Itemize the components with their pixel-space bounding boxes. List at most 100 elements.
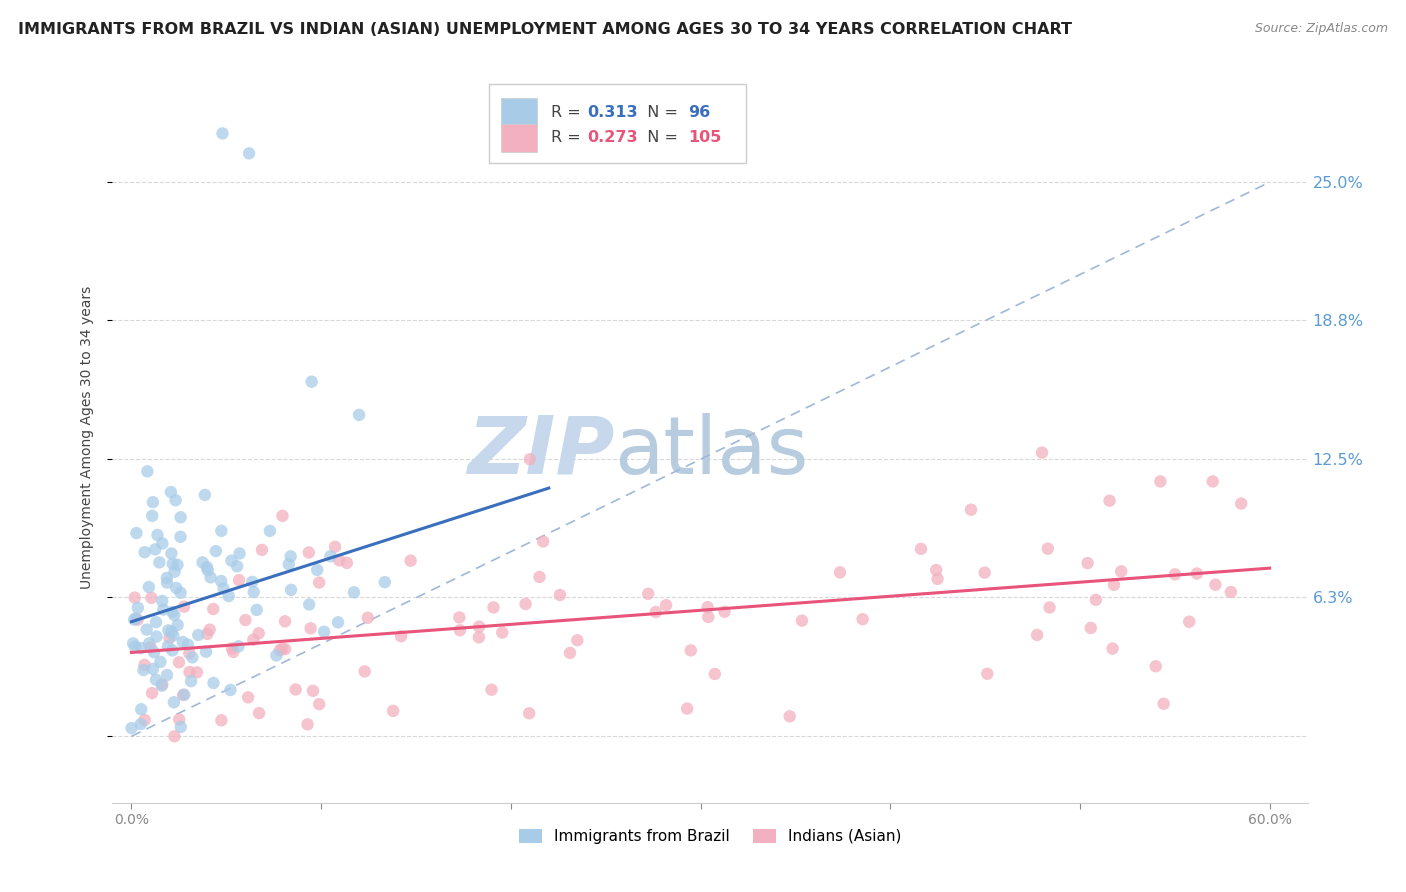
Point <box>160 624 183 639</box>
Point <box>242 632 264 647</box>
Point <box>148 556 170 570</box>
Point <box>1204 578 1226 592</box>
Point <box>558 646 581 660</box>
Point <box>150 536 173 550</box>
FancyBboxPatch shape <box>501 98 537 127</box>
Point <box>1031 445 1053 459</box>
Point <box>280 582 302 597</box>
Point <box>250 542 273 557</box>
Point <box>298 545 321 559</box>
Point <box>266 648 288 663</box>
Point <box>191 555 214 569</box>
Point <box>1109 565 1132 579</box>
Point <box>221 554 243 568</box>
Point <box>389 629 412 643</box>
Point <box>135 623 157 637</box>
Point <box>1084 592 1107 607</box>
Point <box>382 704 405 718</box>
Point <box>517 706 540 721</box>
Point <box>301 375 323 389</box>
Point <box>1039 600 1062 615</box>
Point <box>169 530 191 544</box>
Point <box>1144 659 1167 673</box>
Point <box>156 640 179 654</box>
Point <box>925 563 948 577</box>
Point <box>141 686 163 700</box>
Point <box>129 641 152 656</box>
Point <box>162 643 184 657</box>
Text: 0.313: 0.313 <box>586 105 637 120</box>
Point <box>125 526 148 541</box>
Point <box>274 615 297 629</box>
Point <box>149 655 172 669</box>
Point <box>195 645 218 659</box>
Point <box>157 631 180 645</box>
Point <box>328 553 350 567</box>
Point <box>927 572 949 586</box>
Point <box>468 630 491 644</box>
Point <box>308 575 330 590</box>
Point <box>195 627 218 641</box>
Point <box>1101 641 1123 656</box>
Point <box>195 560 218 574</box>
Point <box>169 510 191 524</box>
Point <box>482 600 505 615</box>
Point <box>238 146 260 161</box>
Point <box>139 640 162 655</box>
Text: ZIP: ZIP <box>467 413 614 491</box>
Point <box>211 127 233 141</box>
Point <box>134 545 156 559</box>
Point <box>449 624 471 638</box>
Point <box>165 581 187 595</box>
Point <box>468 620 491 634</box>
Point <box>125 611 148 625</box>
Point <box>1153 697 1175 711</box>
Point <box>180 674 202 689</box>
Point <box>357 611 380 625</box>
Point <box>163 565 186 579</box>
Point <box>323 540 346 554</box>
Point <box>209 714 232 728</box>
FancyBboxPatch shape <box>489 84 747 163</box>
Point <box>156 571 179 585</box>
Point <box>637 587 659 601</box>
Point <box>146 528 169 542</box>
Point <box>163 729 186 743</box>
Point <box>129 702 152 716</box>
Point <box>124 640 146 654</box>
Point <box>312 624 335 639</box>
Point <box>228 640 250 654</box>
Text: 0.273: 0.273 <box>586 130 637 145</box>
Point <box>143 645 166 659</box>
Point <box>567 633 589 648</box>
Point <box>177 638 200 652</box>
Point <box>343 585 366 599</box>
Point <box>308 697 330 711</box>
Point <box>169 586 191 600</box>
Point <box>347 408 370 422</box>
Point <box>336 556 359 570</box>
Point <box>209 574 232 588</box>
Point <box>143 542 166 557</box>
Point <box>172 635 194 649</box>
Point <box>209 524 232 538</box>
Point <box>1178 615 1201 629</box>
Point <box>277 558 299 572</box>
Point <box>353 665 375 679</box>
Point <box>165 493 187 508</box>
Point <box>973 566 995 580</box>
Point <box>228 573 250 587</box>
Point <box>247 626 270 640</box>
Point <box>655 598 678 612</box>
Point <box>138 580 160 594</box>
Point <box>226 559 249 574</box>
Point <box>138 636 160 650</box>
Point <box>481 682 503 697</box>
Point <box>1149 475 1171 489</box>
Point <box>1164 567 1187 582</box>
Point <box>141 591 163 605</box>
Point <box>145 673 167 687</box>
Text: R =: R = <box>551 105 586 120</box>
Point <box>122 636 145 650</box>
Point <box>127 600 149 615</box>
